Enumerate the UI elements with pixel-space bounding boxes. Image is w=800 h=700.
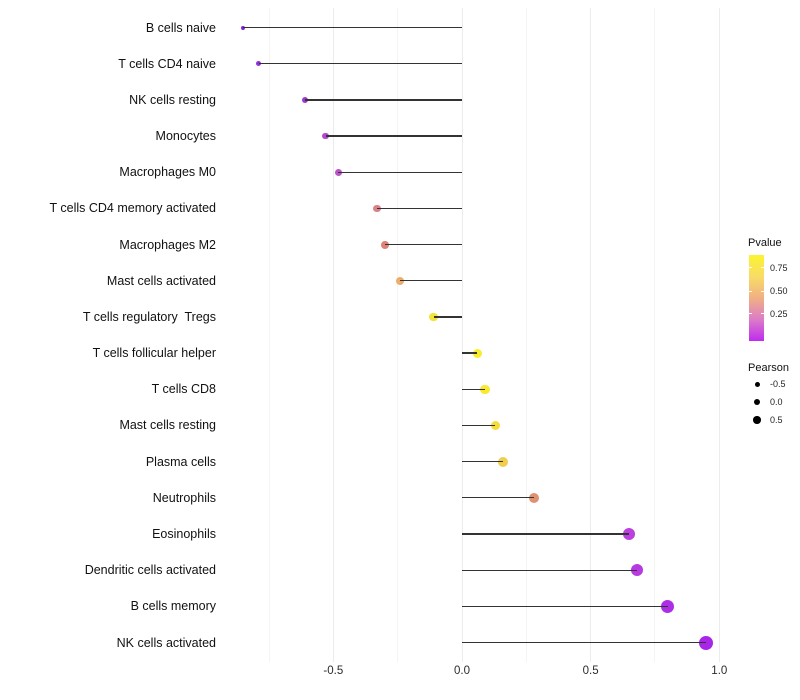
pvalue-legend-title: Pvalue (748, 237, 782, 249)
lollipop-stick (243, 26, 462, 29)
y-axis-label: Mast cells activated (106, 273, 216, 288)
y-axis-label: T cells CD8 (151, 382, 216, 397)
lollipop-stick (462, 388, 486, 390)
x-axis-tick-label: 1.0 (711, 665, 728, 677)
data-point-dot (472, 348, 482, 358)
colorbar-tick-left (749, 313, 752, 315)
y-axis-label: T cells CD4 memory activated (49, 201, 217, 216)
colorbar-tick-right (761, 313, 764, 315)
major-gridline (718, 8, 720, 662)
y-axis-label: Neutrophils (152, 490, 216, 505)
lollipop-stick (462, 641, 707, 644)
size-legend-dot (753, 398, 761, 406)
data-point-dot (699, 635, 714, 650)
data-point-dot (490, 420, 501, 431)
minor-gridline (268, 8, 270, 662)
y-axis-label: T cells regulatory Tregs (82, 309, 216, 324)
lollipop-stick (338, 171, 462, 173)
lollipop-stick (462, 461, 504, 463)
data-point-dot (528, 492, 540, 504)
data-point-dot (498, 456, 509, 467)
y-axis-label: Eosinophils (152, 527, 216, 542)
size-legend-dot (753, 416, 761, 424)
y-axis-label: B cells naive (145, 20, 216, 35)
y-axis-label: Dendritic cells activated (84, 563, 216, 578)
minor-gridline (654, 8, 656, 662)
lollipop-stick (258, 63, 462, 65)
lollipop-stick (305, 99, 462, 101)
y-axis-label: Mast cells resting (119, 418, 216, 433)
y-axis-label: Plasma cells (145, 454, 216, 469)
lollipop-stick (462, 533, 630, 535)
lollipop-stick (433, 316, 462, 318)
y-axis-label: B cells memory (130, 599, 216, 614)
y-axis-label: Macrophages M2 (119, 237, 216, 252)
lollipop-stick (462, 352, 478, 354)
data-point-dot (661, 599, 675, 613)
pearson-legend-title: Pearson (748, 362, 789, 374)
lollipop-stick (325, 135, 462, 137)
y-axis-label: T cells CD4 naive (118, 56, 216, 71)
data-point-dot (480, 384, 490, 395)
size-legend-label: 0.0 (770, 397, 783, 407)
x-axis-tick-label: -0.5 (323, 665, 344, 677)
x-axis-tick-label: 0.0 (454, 665, 470, 677)
lollipop-stick (384, 243, 462, 246)
colorbar-tick-label: 0.25 (770, 308, 788, 319)
lollipop-stick (462, 569, 637, 571)
colorbar-tick-label: 0.50 (770, 286, 788, 297)
size-legend-label: -0.5 (770, 379, 786, 389)
lollipop-stick (400, 280, 462, 282)
minor-gridline (397, 8, 399, 662)
y-axis-label: Macrophages M0 (119, 165, 216, 180)
major-gridline (332, 8, 334, 662)
lollipop-stick (462, 424, 496, 427)
minor-gridline (525, 8, 527, 662)
major-gridline (461, 8, 463, 662)
size-legend-dot (754, 381, 760, 387)
x-axis-tick-label: 0.5 (582, 665, 599, 677)
y-axis-label: Monocytes (155, 129, 216, 144)
y-axis-label: NK cells activated (116, 635, 216, 650)
colorbar-tick-label: 0.75 (770, 262, 788, 273)
colorbar-tick-left (749, 267, 752, 269)
colorbar-tick-right (761, 267, 764, 269)
lollipop-stick (377, 207, 462, 210)
pvalue-colorbar (749, 255, 764, 341)
y-axis-label: T cells follicular helper (92, 346, 216, 361)
data-point-dot (630, 563, 644, 577)
colorbar-tick-right (761, 290, 764, 292)
lollipop-stick (462, 605, 668, 608)
size-legend-label: 0.5 (770, 415, 783, 425)
colorbar-tick-left (749, 290, 752, 292)
data-point-dot (623, 528, 636, 541)
major-gridline (590, 8, 592, 662)
y-axis-label: NK cells resting (129, 92, 216, 107)
lollipop-stick (462, 497, 535, 499)
